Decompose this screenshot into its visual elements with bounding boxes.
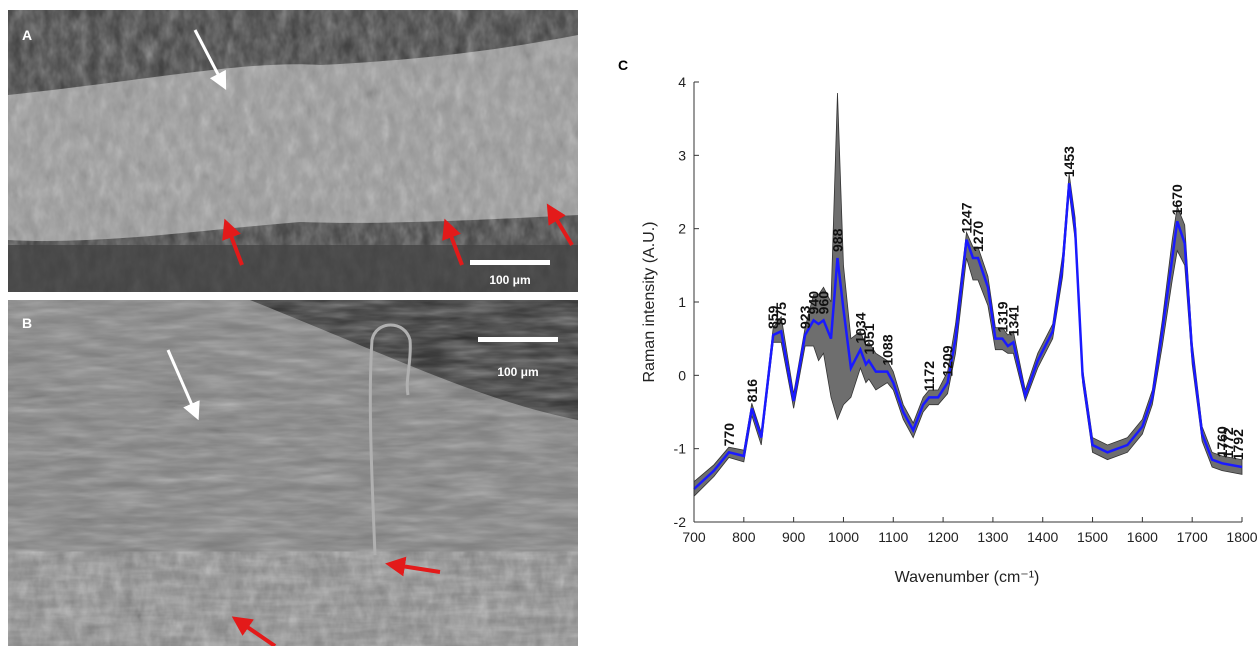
x-tick-label: 1500 bbox=[1077, 529, 1108, 545]
panel-label: A bbox=[22, 27, 32, 43]
x-tick-label: 700 bbox=[682, 529, 706, 545]
peak-label: 770 bbox=[721, 423, 737, 447]
plot-area: -2 -1 0 1 2 3 4 700 800 900 1000 1100 1200 1300 1400 15… bbox=[674, 74, 1258, 545]
sem-image-b bbox=[8, 300, 578, 646]
y-tick-label: 0 bbox=[678, 367, 686, 383]
y-tick-label: -1 bbox=[674, 441, 687, 457]
peak-label: 875 bbox=[773, 302, 789, 326]
panel-label: B bbox=[22, 315, 32, 331]
peak-label: 1772 bbox=[1220, 427, 1236, 458]
peak-label: 1760 bbox=[1214, 426, 1230, 457]
peak-label: 988 bbox=[829, 228, 845, 252]
peak-label: 1209 bbox=[940, 345, 956, 376]
peak-label: 960 bbox=[816, 291, 832, 315]
y-tick-label: 1 bbox=[678, 294, 686, 310]
x-axis-title: Wavenumber (cm⁻¹) bbox=[895, 569, 1040, 586]
peak-label: 1051 bbox=[861, 323, 877, 354]
peak-label: 1088 bbox=[879, 334, 895, 365]
peak-label: 1670 bbox=[1169, 184, 1185, 215]
y-axis-title: Raman intensity (A.U.) bbox=[641, 222, 658, 383]
x-tick-label: 1100 bbox=[878, 529, 908, 545]
peak-label: 940 bbox=[806, 291, 822, 315]
mean-line bbox=[693, 183, 1243, 490]
peak-label: 1172 bbox=[921, 361, 937, 392]
peak-label: 1034 bbox=[852, 312, 868, 343]
x-tick-label: 1800 bbox=[1226, 529, 1257, 545]
peak-label: 1792 bbox=[1230, 429, 1246, 460]
peak-label: 1247 bbox=[959, 202, 975, 233]
y-tick-label: 3 bbox=[678, 147, 686, 163]
peak-label: 1341 bbox=[1005, 305, 1021, 336]
peak-label: 1319 bbox=[994, 301, 1010, 332]
x-tick-label: 800 bbox=[732, 529, 756, 545]
scale-bar-label: 100 μm bbox=[497, 365, 538, 379]
x-tick-label: 1600 bbox=[1127, 529, 1158, 545]
peak-label: 859 bbox=[765, 305, 781, 329]
peak-label: 1453 bbox=[1061, 146, 1077, 177]
sem-image-a bbox=[8, 10, 578, 292]
y-tick-label: 4 bbox=[678, 74, 686, 90]
peak-label: 1270 bbox=[970, 221, 986, 252]
y-tick-label: 2 bbox=[678, 221, 686, 237]
panel-label: C bbox=[618, 57, 628, 73]
band bbox=[693, 92, 1243, 498]
x-tick-label: 1700 bbox=[1177, 529, 1208, 545]
peak-label: 923 bbox=[797, 305, 813, 329]
peak-label: 816 bbox=[744, 379, 760, 403]
x-tick-label: 1400 bbox=[1027, 529, 1058, 545]
y-tick-label: -2 bbox=[674, 514, 687, 530]
x-tick-label: 1000 bbox=[828, 529, 859, 545]
scale-bar-label: 100 μm bbox=[489, 273, 530, 287]
x-tick-label: 900 bbox=[782, 529, 806, 545]
x-tick-label: 1200 bbox=[928, 529, 959, 545]
x-tick-label: 1300 bbox=[977, 529, 1008, 545]
